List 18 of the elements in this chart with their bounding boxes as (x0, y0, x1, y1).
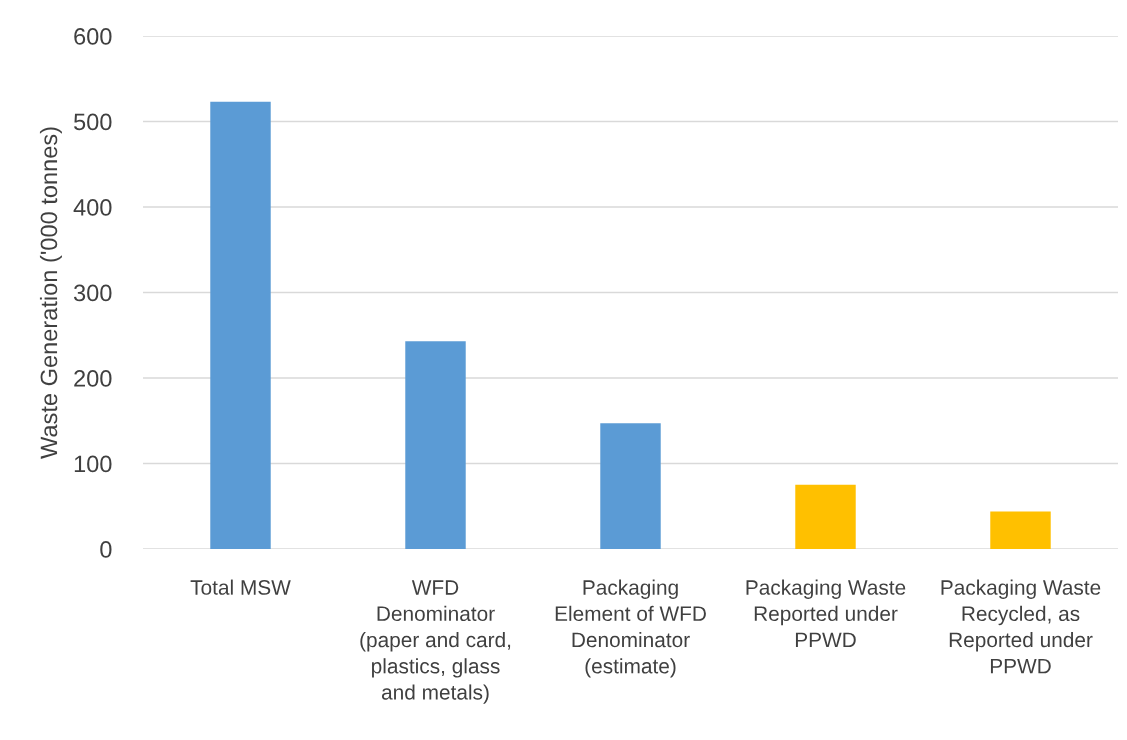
y-tick-label: 300 (73, 284, 112, 302)
y-axis-title: Waste Generation ('000 tonnes) (39, 127, 62, 459)
y-tick-label: 400 (73, 199, 112, 216)
x-tick-label: Total MSW (190, 579, 291, 595)
bar (405, 341, 466, 549)
y-tick-label: 600 (74, 28, 112, 45)
bar (210, 101, 271, 549)
x-tick-label: Packaging Waste Recycled, as Reported under PPWD (941, 579, 1101, 674)
y-tick-label: 200 (74, 370, 112, 387)
x-tick-label: WFD Denominator (paper and card, plastics, glass and metals) (360, 580, 511, 704)
x-tick-label: Packaging Element of WFD Denominator (estimate) (555, 579, 706, 678)
bar (600, 423, 661, 549)
bar (795, 484, 856, 549)
y-tick-label: 100 (74, 455, 112, 473)
x-tick-label: Packaging Waste Reported under PPWD (746, 579, 906, 648)
y-tick-label: 0 (100, 541, 112, 558)
bar (990, 511, 1051, 549)
y-tick-label: 500 (74, 113, 112, 131)
